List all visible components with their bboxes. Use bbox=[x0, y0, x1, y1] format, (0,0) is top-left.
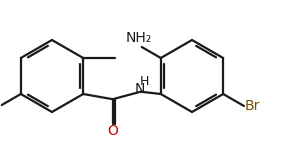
Text: H: H bbox=[140, 75, 150, 88]
Text: N: N bbox=[135, 82, 145, 96]
Text: O: O bbox=[107, 124, 118, 138]
Text: Br: Br bbox=[244, 99, 260, 113]
Text: NH₂: NH₂ bbox=[126, 31, 152, 45]
